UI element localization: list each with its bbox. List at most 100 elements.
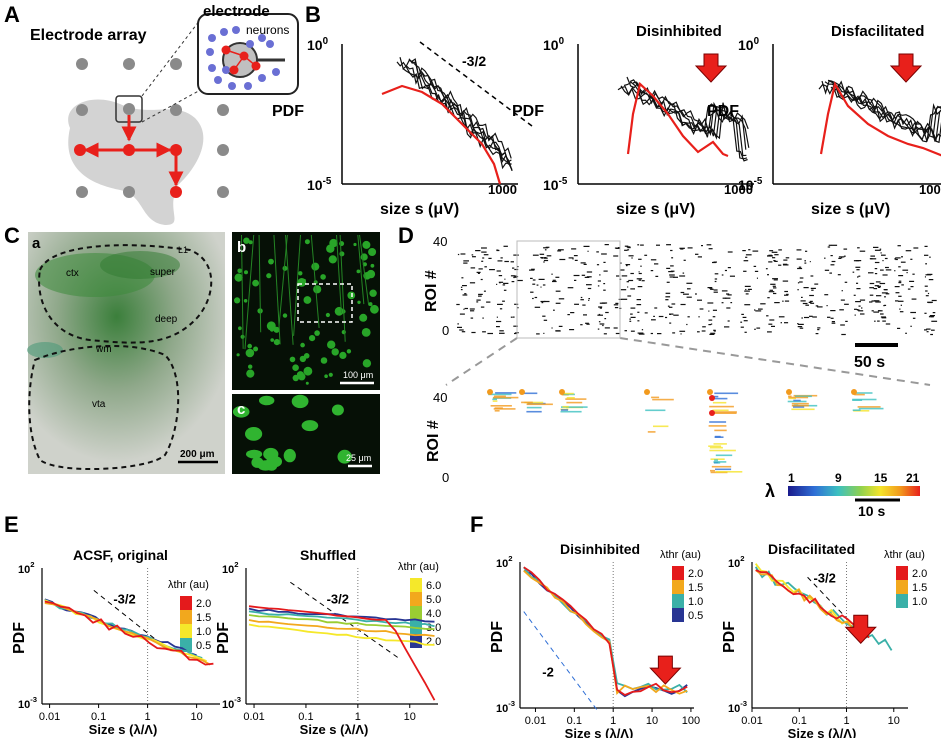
raster-event xyxy=(497,260,503,262)
raster-event xyxy=(472,256,476,258)
zoom-ybot: 0 xyxy=(442,470,449,485)
zoom-event xyxy=(713,411,737,413)
dendrite-b xyxy=(357,234,365,305)
b-trace-black xyxy=(629,79,750,148)
raster-event xyxy=(572,258,574,260)
raster-event xyxy=(880,316,886,318)
raster-event xyxy=(772,278,778,280)
raster-event xyxy=(687,247,693,249)
raster-event xyxy=(894,270,896,272)
zoom-event xyxy=(787,400,807,403)
raster-event xyxy=(613,255,619,257)
raster-event xyxy=(586,284,592,286)
raster-event xyxy=(925,274,932,276)
raster-event xyxy=(815,333,819,335)
electrode-array-title: Electrode array xyxy=(30,27,147,44)
b-ylabel-1: PDF xyxy=(512,103,544,120)
raster-event xyxy=(683,293,689,295)
F-xtick: 1 xyxy=(610,715,616,727)
raster-event xyxy=(767,297,770,299)
F-legend-swatch xyxy=(672,580,684,594)
cell-b xyxy=(245,348,255,358)
cell-b xyxy=(331,348,339,356)
panel-letter-e: E xyxy=(4,512,19,537)
raster-event xyxy=(636,299,641,301)
raster-event xyxy=(712,316,716,318)
b-ytop-2: 100 xyxy=(738,36,760,53)
raster-event xyxy=(597,280,601,282)
b-trace-black xyxy=(830,84,941,144)
raster-event xyxy=(532,283,536,285)
zoom-event xyxy=(788,395,792,398)
raster-event xyxy=(480,306,485,308)
cell-c xyxy=(232,406,250,418)
raster-event xyxy=(624,330,627,332)
b-ybot-1-exp: -5 xyxy=(559,176,568,187)
raster-event xyxy=(895,300,899,302)
raster-event xyxy=(767,274,769,276)
raster-event xyxy=(638,272,642,275)
raster-event xyxy=(580,324,583,326)
raster-event xyxy=(874,249,881,251)
F-legend-swatch xyxy=(672,608,684,622)
raster-event xyxy=(583,314,587,316)
raster-event xyxy=(882,274,888,276)
b-trace-black xyxy=(408,58,512,163)
raster-event xyxy=(540,300,546,303)
raster-event xyxy=(482,317,484,319)
raster-event xyxy=(469,282,476,284)
raster-event xyxy=(898,300,904,302)
raster-event xyxy=(796,249,802,251)
cell-c xyxy=(337,449,352,464)
F-xtick: 0.1 xyxy=(792,715,807,727)
raster-event xyxy=(925,263,927,265)
raster-event xyxy=(870,258,877,260)
E-ybot-0: 10-3 xyxy=(18,695,37,711)
cbar-tick-15: 15 xyxy=(874,471,888,485)
burst-head xyxy=(644,389,650,395)
raster-event xyxy=(811,289,814,291)
cell-b xyxy=(325,312,330,318)
e-curve xyxy=(44,600,214,666)
raster-ytop: 40 xyxy=(433,234,447,249)
raster-event xyxy=(571,248,577,250)
F-xtick: 0.01 xyxy=(741,715,762,727)
raster-event xyxy=(857,247,860,249)
raster-event xyxy=(631,257,633,259)
raster-event xyxy=(885,323,891,325)
cell-b xyxy=(370,263,375,268)
raster-event xyxy=(666,267,671,269)
raster-event xyxy=(910,258,913,260)
cell-b xyxy=(320,357,328,364)
raster-event xyxy=(510,316,513,318)
raster-event xyxy=(925,295,929,297)
E-ytop-0-base: 10 xyxy=(18,564,30,576)
raster-event xyxy=(586,271,593,273)
zoom-window xyxy=(516,240,621,339)
E-legend-swatch xyxy=(180,610,192,624)
raster-event xyxy=(874,320,876,322)
E-xtick: 1 xyxy=(355,711,361,723)
raster-event xyxy=(516,307,519,309)
activated-region xyxy=(68,99,204,225)
F-ytop-1-base: 10 xyxy=(728,558,740,570)
zoom-event xyxy=(566,397,575,399)
raster-event xyxy=(669,313,674,315)
F-ybot-0-base: 10 xyxy=(496,703,508,715)
raster-event xyxy=(538,278,545,280)
raster-event xyxy=(709,333,715,335)
raster-event xyxy=(827,246,831,248)
raster-event xyxy=(721,274,724,276)
zoom-event xyxy=(560,410,582,413)
raster-event xyxy=(532,279,536,281)
raster-event xyxy=(539,253,545,255)
micrograph-b xyxy=(232,232,380,390)
b-arrow-2 xyxy=(889,53,923,83)
raster-event xyxy=(929,315,935,317)
E-legend-swatch xyxy=(180,596,192,610)
zoom-event xyxy=(714,392,739,395)
raster-event xyxy=(628,255,634,257)
raster-event xyxy=(831,244,838,246)
raster-event xyxy=(782,300,784,302)
